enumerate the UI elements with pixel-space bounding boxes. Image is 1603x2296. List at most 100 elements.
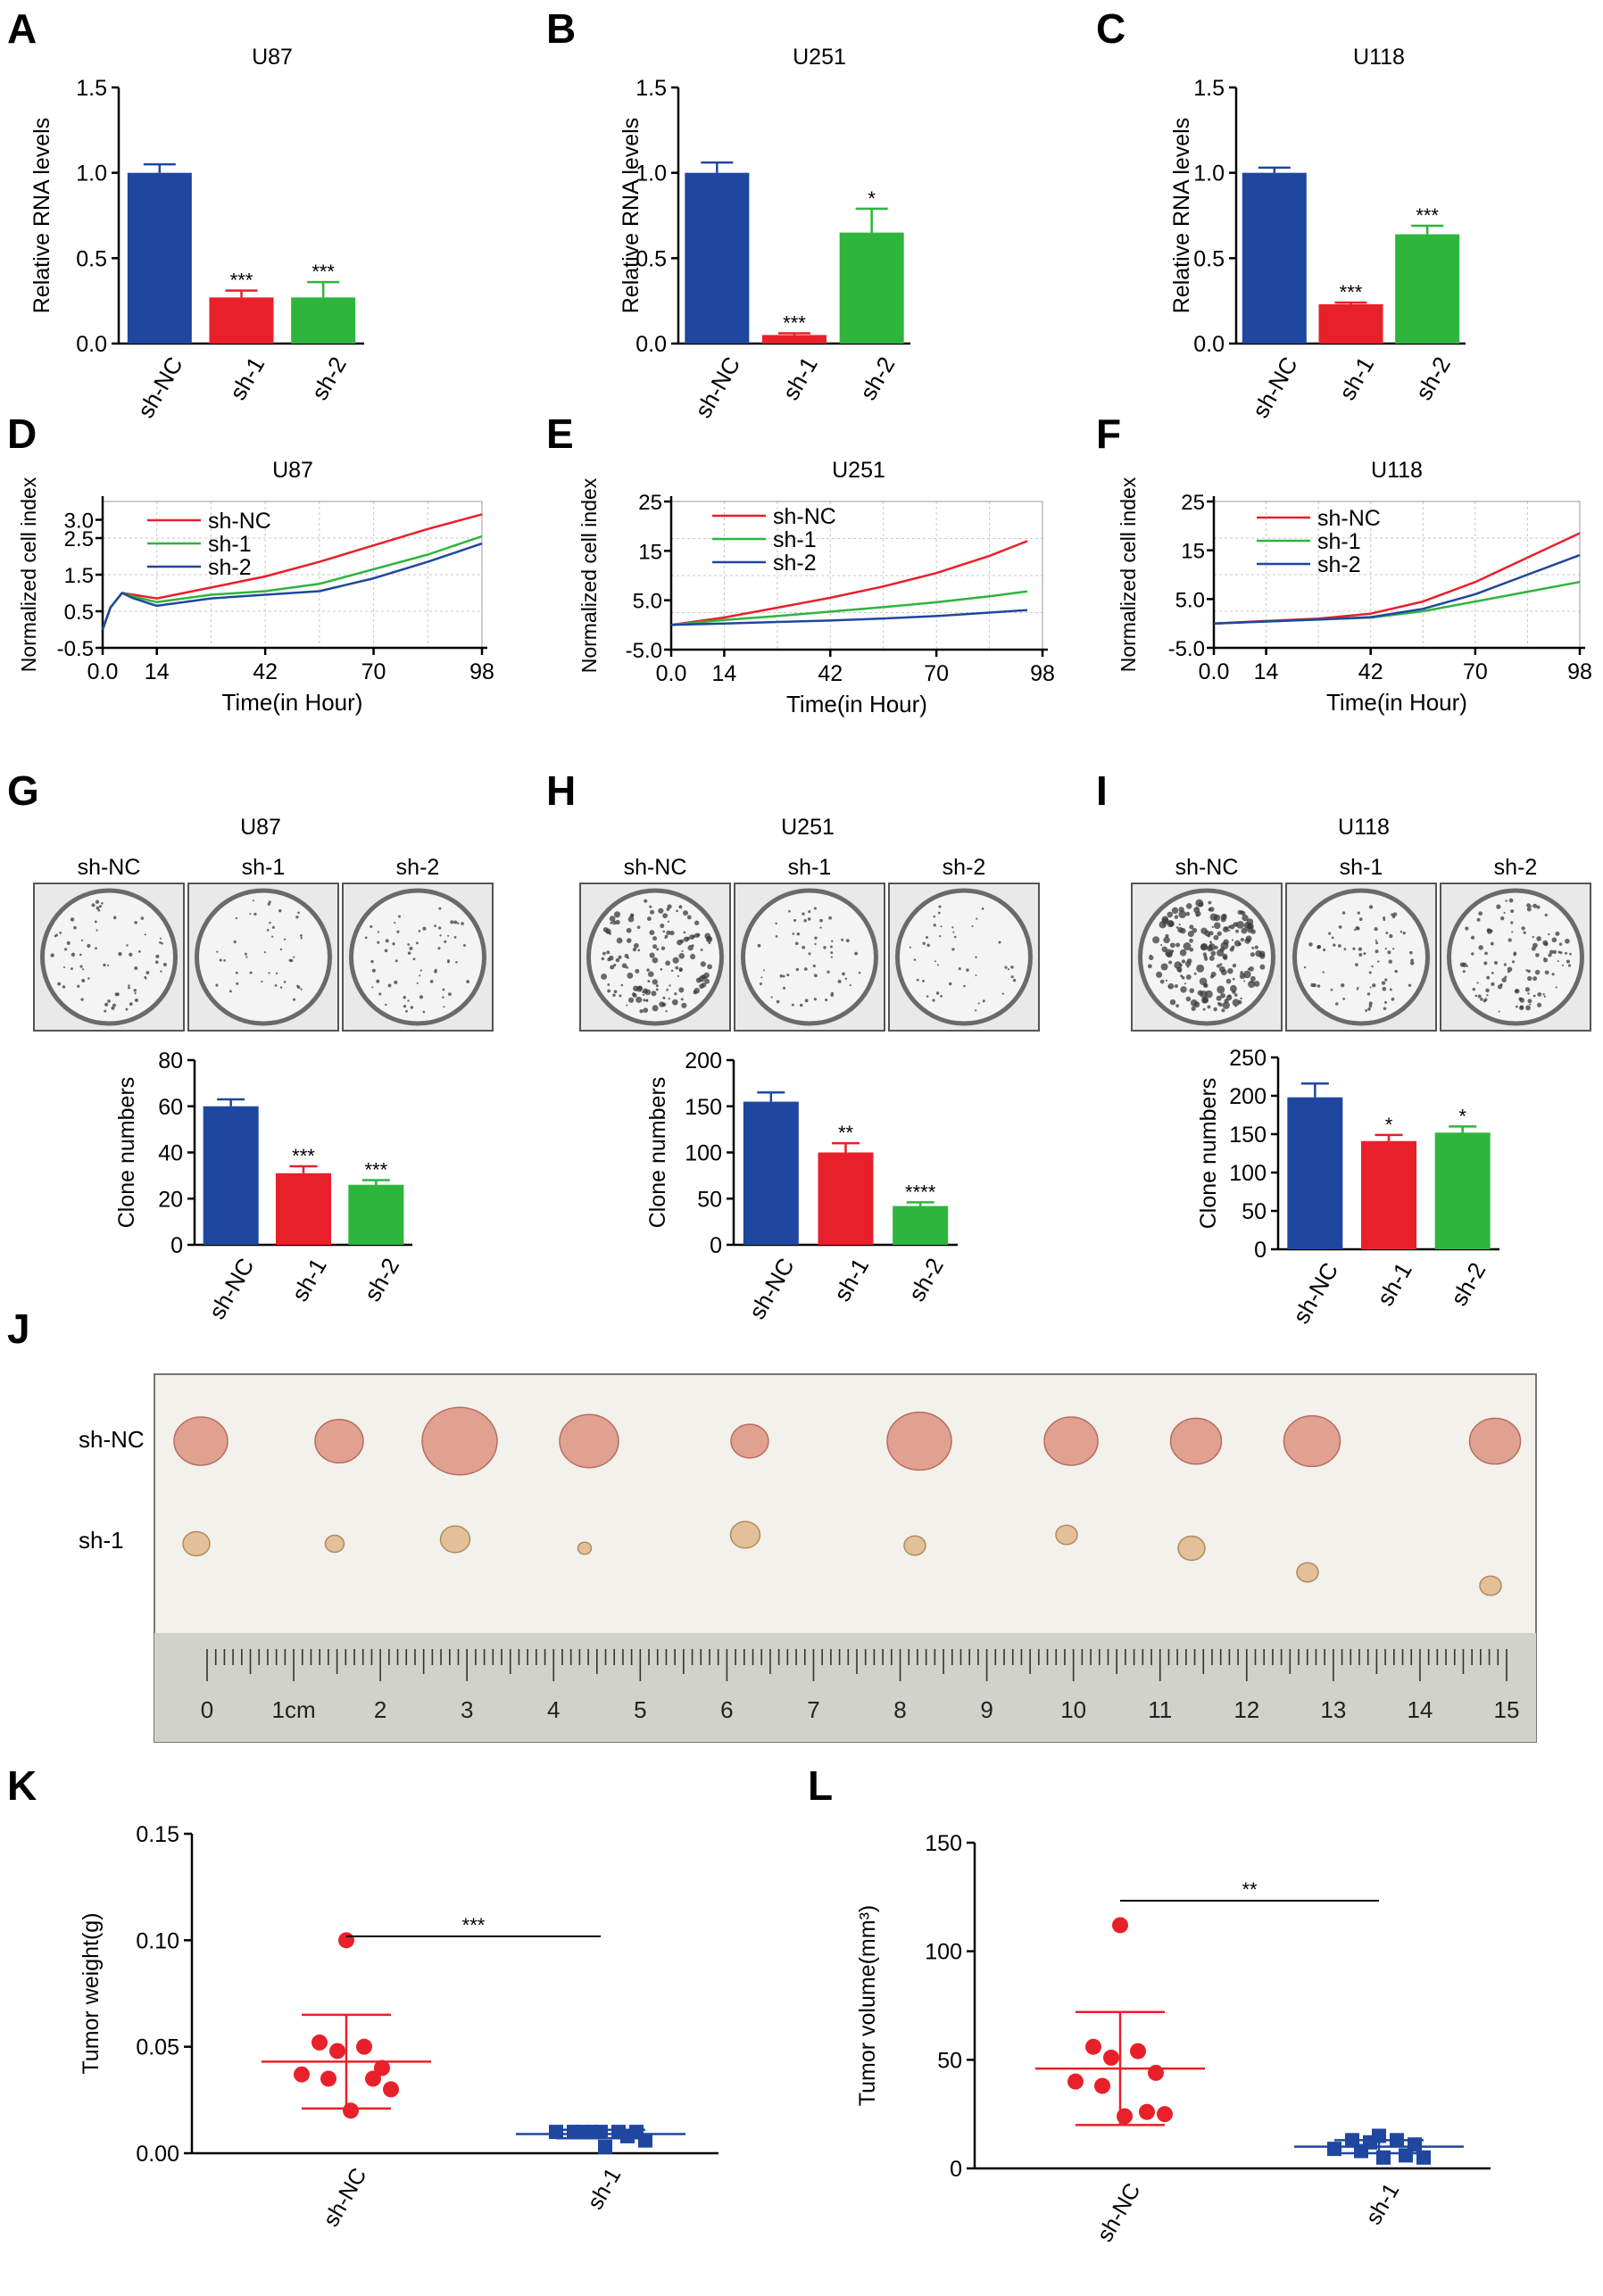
colony-dot <box>1510 909 1515 914</box>
colony-dot <box>1352 947 1356 950</box>
colony-dot <box>1383 918 1386 922</box>
colony-dot <box>842 972 845 976</box>
colony-dot <box>1358 947 1362 951</box>
colony-dot <box>419 995 424 999</box>
colony-dot <box>144 933 146 936</box>
colony-dot <box>632 947 637 952</box>
colony-dot <box>647 971 654 977</box>
colony-dot <box>803 967 808 971</box>
colony-dot <box>802 945 806 949</box>
colony-dot <box>81 978 86 983</box>
colony-dot <box>1459 962 1465 967</box>
tumor-sh-nc <box>314 1418 364 1464</box>
data-point <box>1112 1917 1128 1934</box>
colony-dot <box>794 941 799 946</box>
y-tick-label: 1.0 <box>1193 162 1225 186</box>
ruler-number: 10 <box>1060 1696 1086 1723</box>
colony-dot <box>1223 939 1229 945</box>
colony-dot <box>1160 963 1168 971</box>
colony-dot <box>1499 916 1505 921</box>
colony-dot <box>1358 953 1363 957</box>
colony-dot <box>1529 1003 1532 1006</box>
x-tick-label: 0.0 <box>1199 659 1230 684</box>
ruler-number: 15 <box>1494 1696 1520 1723</box>
colony-dot <box>283 981 287 983</box>
tumor-sh-1 <box>903 1535 926 1556</box>
colony-dot <box>934 960 936 963</box>
tumor-sh-1 <box>439 1525 471 1554</box>
colony-dot <box>161 941 163 945</box>
panel-label-h: H <box>546 767 576 814</box>
colony-dot <box>681 949 684 952</box>
colony-dot <box>649 952 655 958</box>
colony-dot <box>1174 961 1183 969</box>
significance-label: ** <box>1242 1878 1258 1901</box>
x-tick-label: sh-NC <box>319 2164 372 2231</box>
colony-dot <box>1354 928 1357 932</box>
colony-dot <box>1204 930 1210 937</box>
colony-dot <box>643 1007 649 1014</box>
colony-dot <box>1227 967 1233 974</box>
colony-dot <box>297 911 300 915</box>
colony-dot <box>249 913 252 916</box>
colony-dot <box>54 934 57 938</box>
colony-dot <box>826 970 830 974</box>
data-point <box>1148 2064 1164 2081</box>
chart-f-u118-growth: U118 -5.0 5.0 15 25 0.0 14 42 70 98 Time(in Hour) N… <box>1117 458 1592 716</box>
colony-dot <box>1203 982 1208 989</box>
colony-dot <box>1236 921 1244 929</box>
colony-dot <box>922 941 926 945</box>
colony-dot <box>757 943 761 948</box>
colony-dot <box>786 974 790 977</box>
colony-dot <box>678 987 685 993</box>
colony-dot <box>1159 979 1165 984</box>
colony-dot <box>398 915 401 918</box>
colony-dot <box>422 926 427 931</box>
colony-dot <box>601 973 608 980</box>
colony-dot <box>1498 1010 1500 1013</box>
colony-dot <box>698 975 705 982</box>
colony-dot <box>1511 960 1516 964</box>
x-tick-label: sh-1 <box>1361 2179 1405 2229</box>
x-tick-label: sh-2 <box>359 1254 404 1306</box>
colony-dot <box>1544 913 1548 917</box>
data-point <box>1399 2148 1413 2163</box>
colony-dot <box>104 1009 107 1013</box>
panel-label-k: K <box>7 1762 37 1809</box>
y-tick-label: 1.5 <box>76 76 107 101</box>
colony-dot <box>80 998 84 1001</box>
y-tick-label: 15 <box>1181 540 1205 564</box>
colony-dot <box>938 905 942 908</box>
colony-dot <box>1507 938 1512 942</box>
colony-dot <box>385 1003 387 1007</box>
colony-dot <box>1503 963 1507 966</box>
colony-dot <box>1471 952 1474 956</box>
tumor-sh-1 <box>182 1530 211 1557</box>
colony-dot <box>770 996 773 999</box>
colony-dot <box>87 977 90 980</box>
colony-dot <box>665 960 670 966</box>
ruler-number: 5 <box>634 1696 646 1723</box>
y-tick-label: 1.0 <box>76 162 107 186</box>
colony-dot <box>128 984 130 987</box>
colony-dot <box>253 912 257 916</box>
colony-dot <box>1328 932 1332 935</box>
chart-title: U87 <box>252 45 293 70</box>
colony-dot <box>602 951 606 956</box>
y-axis-label: Relative RNA levels <box>619 118 644 314</box>
colony-dot <box>775 922 777 925</box>
colony-dot <box>952 931 955 933</box>
colony-dot <box>104 1002 109 1007</box>
x-tick-label: 0.0 <box>87 659 119 684</box>
colony-dot <box>788 909 791 913</box>
colony-dot <box>977 1002 980 1005</box>
colony-dot <box>1208 900 1212 905</box>
chart-title: U87 <box>240 815 281 840</box>
colony-dot <box>299 934 303 937</box>
colony-dot <box>616 937 623 944</box>
colony-dot <box>364 936 368 940</box>
y-tick-label: 150 <box>1229 1123 1267 1148</box>
y-axis-label: Relative RNA levels <box>1169 118 1194 314</box>
colony-dot <box>370 924 373 928</box>
colony-dot <box>219 958 222 962</box>
